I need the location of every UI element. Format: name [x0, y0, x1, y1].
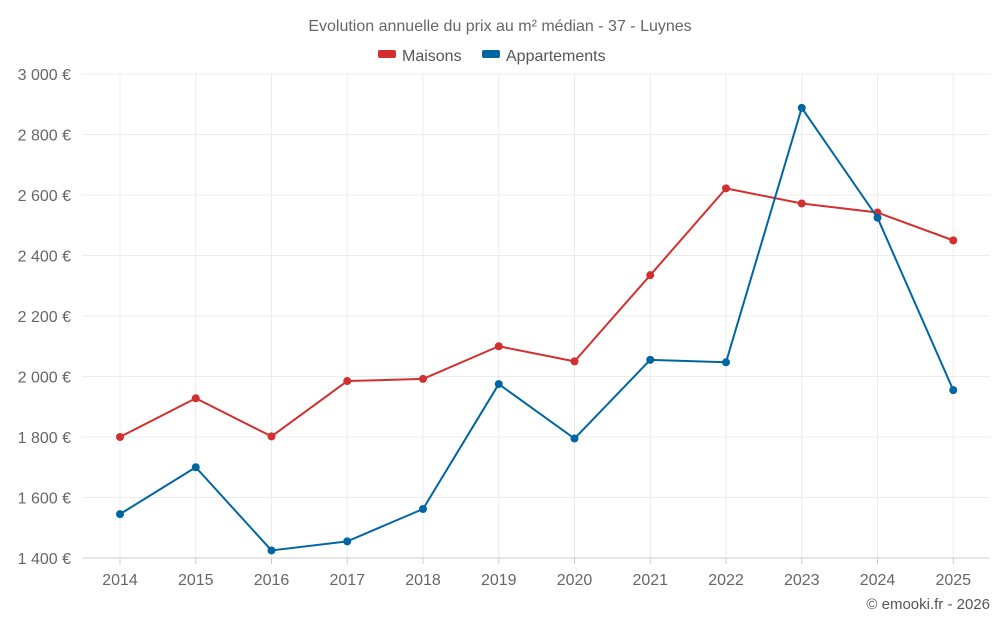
data-point-maisons[interactable]	[494, 342, 503, 351]
data-point-appartements[interactable]	[267, 546, 276, 555]
data-point-appartements[interactable]	[722, 358, 730, 367]
y-tick-label: 3 000 €	[18, 67, 71, 84]
x-tick-label: 2014	[102, 572, 138, 589]
series	[116, 103, 958, 555]
data-point-maisons[interactable]	[267, 432, 276, 441]
x-tick-label: 2022	[708, 572, 744, 589]
x-tick-label: 2025	[935, 572, 971, 589]
data-point-maisons[interactable]	[419, 374, 427, 383]
data-point-maisons[interactable]	[570, 357, 579, 366]
legend-label-appartements: Appartements	[506, 48, 606, 65]
data-point-maisons[interactable]	[191, 394, 200, 403]
data-point-appartements[interactable]	[191, 463, 200, 472]
credit-text: © emooki.fr - 2026	[866, 596, 990, 613]
legend-swatch-appartements	[482, 50, 500, 58]
data-point-maisons[interactable]	[722, 184, 730, 193]
data-point-maisons[interactable]	[116, 433, 124, 441]
y-tick-label: 1 400 €	[18, 551, 71, 568]
chart-title: Evolution annuelle du prix au m² médian …	[308, 18, 691, 35]
data-point-appartements[interactable]	[494, 380, 503, 389]
y-tick-label: 2 200 €	[18, 309, 71, 326]
data-point-maisons[interactable]	[949, 236, 958, 245]
x-tick-label: 2024	[860, 572, 896, 589]
x-tick-label: 2023	[784, 572, 820, 589]
data-point-maisons[interactable]	[797, 199, 806, 208]
data-point-appartements[interactable]	[797, 103, 806, 112]
y-tick-label: 1 800 €	[18, 430, 71, 447]
y-axis: 1 400 € 1 600 € 1 800 € 2 000 € 2 200 € 2 400…	[18, 67, 71, 568]
y-tick-label: 1 600 €	[18, 491, 71, 508]
legend-item-appartements[interactable]: Appartements	[482, 48, 606, 65]
series-line-maisons	[119, 187, 954, 438]
x-tick-label: 2019	[481, 572, 517, 589]
x-axis: 2014 2015 2016 2017 2018 2019 2020 2021 2022 2023…	[82, 557, 990, 589]
x-tick-label: 2020	[557, 572, 593, 589]
data-point-maisons[interactable]	[646, 271, 655, 280]
legend-swatch-maisons	[378, 50, 396, 58]
y-tick-label: 2 800 €	[18, 128, 71, 145]
data-point-appartements[interactable]	[419, 504, 427, 513]
x-tick-label: 2017	[329, 572, 365, 589]
x-tick-label: 2018	[405, 572, 441, 589]
data-point-appartements[interactable]	[116, 510, 124, 519]
data-point-appartements[interactable]	[873, 213, 882, 222]
data-point-appartements[interactable]	[343, 537, 352, 546]
data-point-appartements[interactable]	[949, 386, 958, 395]
y-tick-label: 2 600 €	[18, 188, 71, 205]
x-tick-label: 2016	[254, 572, 290, 589]
legend: Maisons Appartements	[378, 48, 606, 65]
data-point-appartements[interactable]	[646, 355, 655, 364]
y-tick-label: 2 400 €	[18, 249, 71, 266]
y-tick-label: 2 000 €	[18, 370, 71, 387]
x-tick-label: 2015	[178, 572, 214, 589]
data-point-maisons[interactable]	[343, 377, 352, 386]
series-line-appartements	[119, 106, 955, 552]
x-tick-label: 2021	[632, 572, 668, 589]
legend-label-maisons: Maisons	[402, 48, 462, 65]
legend-item-maisons[interactable]: Maisons	[378, 48, 462, 65]
data-point-appartements[interactable]	[570, 434, 579, 443]
grid	[82, 73, 990, 559]
